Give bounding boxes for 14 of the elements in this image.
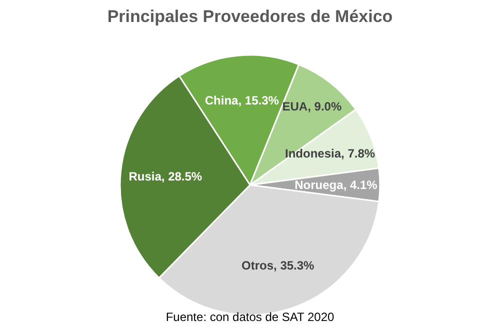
data-label: , 7.8% [341, 146, 376, 161]
source-note: Fuente: con datos de SAT 2020 [166, 310, 334, 324]
slice-label: Rusia [128, 170, 162, 184]
data-label: , 35.3% [274, 258, 315, 272]
data-label: , 15.3% [238, 93, 280, 108]
slice-label: EUA [282, 100, 308, 114]
slice-label: Otros [242, 258, 274, 272]
slice-label: China [204, 93, 239, 108]
data-label: , 4.1% [343, 178, 378, 192]
slice-label: Indonesia [285, 146, 342, 161]
chart-title: Principales Proveedores de México [107, 7, 393, 26]
data-label: , 28.5% [161, 170, 202, 184]
slice-label: Noruega [294, 178, 344, 192]
data-label: , 9.0% [308, 100, 342, 114]
